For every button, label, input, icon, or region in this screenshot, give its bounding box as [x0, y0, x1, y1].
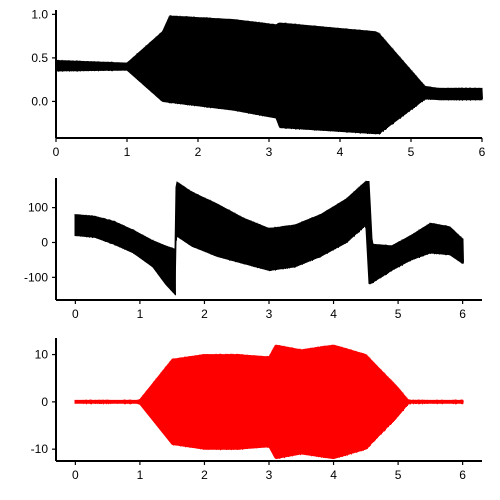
panel-top: 0 1 2 3 4 5 6 0.0 0.5 1.0 [31, 7, 485, 159]
y-tick-label: -100 [24, 270, 48, 284]
y-tick-label: 100 [28, 201, 48, 215]
x-tick-label: 0 [53, 145, 60, 159]
x-tick-label: 6 [479, 145, 486, 159]
x-tick-label: 6 [459, 468, 466, 482]
x-tick-label: 4 [337, 145, 344, 159]
y-tick-label: 0.0 [31, 94, 48, 108]
series-0-signal [74, 344, 464, 459]
x-tick-label: 3 [266, 468, 273, 482]
y-tick-label: 0 [41, 235, 48, 249]
y-tick-label: 10 [35, 348, 49, 362]
x-tick-label: 2 [195, 145, 202, 159]
x-tick-label: 5 [408, 145, 415, 159]
x-tick-label: 0 [72, 468, 79, 482]
x-tick-label: 5 [395, 468, 402, 482]
y-tick-label: -10 [31, 442, 49, 456]
y-tick-label: 0 [41, 395, 48, 409]
x-tick-label: 1 [137, 468, 144, 482]
x-tick-label: 2 [201, 307, 208, 321]
x-tick-label: 1 [124, 145, 131, 159]
panel-middle: 0 1 2 3 4 5 6 -100 0 100 [24, 178, 482, 321]
x-tick-label: 4 [330, 468, 337, 482]
x-tick-label: 1 [137, 307, 144, 321]
x-tick-label: 0 [72, 307, 79, 321]
y-tick-label: 0.5 [31, 51, 48, 65]
y-tick-label: 1.0 [31, 7, 48, 21]
panel-bottom: 0 1 2 3 4 5 6 -10 0 10 [31, 338, 482, 482]
x-tick-label: 5 [395, 307, 402, 321]
x-tick-label: 2 [201, 468, 208, 482]
x-tick-label: 3 [266, 145, 273, 159]
x-tick-label: 3 [266, 307, 273, 321]
series-0-signal [74, 180, 464, 296]
x-tick-label: 6 [459, 307, 466, 321]
x-tick-label: 4 [330, 307, 337, 321]
